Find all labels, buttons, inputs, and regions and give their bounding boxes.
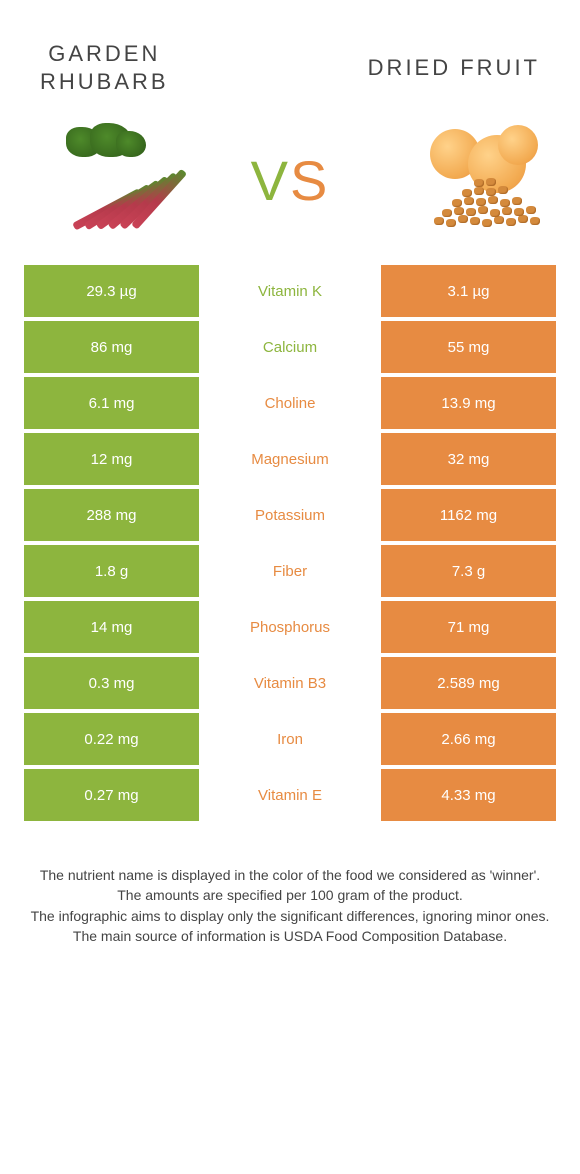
right-value-cell: 2.66 mg <box>381 713 556 765</box>
left-value-cell: 29.3 µg <box>24 265 199 317</box>
rhubarb-image <box>20 125 190 235</box>
nutrient-name-cell: Vitamin E <box>199 769 381 821</box>
nutrient-name-cell: Vitamin K <box>199 265 381 317</box>
left-value-cell: 12 mg <box>24 433 199 485</box>
footnote-line: The amounts are specified per 100 gram o… <box>30 885 550 905</box>
nutrient-name-cell: Fiber <box>199 545 381 597</box>
table-row: 29.3 µgVitamin K3.1 µg <box>24 265 556 317</box>
header: GARDENRHUBARB DRIED FRUIT <box>0 0 580 115</box>
table-row: 0.22 mgIron2.66 mg <box>24 713 556 765</box>
raisin-pile <box>430 177 550 227</box>
left-value-cell: 86 mg <box>24 321 199 373</box>
right-value-cell: 1162 mg <box>381 489 556 541</box>
table-row: 6.1 mgCholine13.9 mg <box>24 377 556 429</box>
right-value-cell: 13.9 mg <box>381 377 556 429</box>
table-row: 12 mgMagnesium32 mg <box>24 433 556 485</box>
footnotes: The nutrient name is displayed in the co… <box>0 825 580 946</box>
dried-fruit-image <box>390 125 560 235</box>
left-value-cell: 1.8 g <box>24 545 199 597</box>
left-value-cell: 14 mg <box>24 601 199 653</box>
left-value-cell: 0.3 mg <box>24 657 199 709</box>
left-value-cell: 288 mg <box>24 489 199 541</box>
nutrient-name-cell: Vitamin B3 <box>199 657 381 709</box>
table-row: 0.27 mgVitamin E4.33 mg <box>24 769 556 821</box>
table-row: 1.8 gFiber7.3 g <box>24 545 556 597</box>
right-value-cell: 7.3 g <box>381 545 556 597</box>
table-row: 86 mgCalcium55 mg <box>24 321 556 373</box>
nutrient-name-cell: Choline <box>199 377 381 429</box>
right-value-cell: 4.33 mg <box>381 769 556 821</box>
right-food-title: DRIED FRUIT <box>368 54 540 82</box>
left-value-cell: 0.22 mg <box>24 713 199 765</box>
vs-letter-v: V <box>251 149 290 212</box>
vs-label: VS <box>251 148 330 213</box>
footnote-line: The nutrient name is displayed in the co… <box>30 865 550 885</box>
right-value-cell: 3.1 µg <box>381 265 556 317</box>
images-row: VS <box>0 115 580 265</box>
nutrient-name-cell: Magnesium <box>199 433 381 485</box>
nutrient-name-cell: Phosphorus <box>199 601 381 653</box>
left-value-cell: 0.27 mg <box>24 769 199 821</box>
right-value-cell: 32 mg <box>381 433 556 485</box>
nutrient-table: 29.3 µgVitamin K3.1 µg86 mgCalcium55 mg6… <box>0 265 580 821</box>
nutrient-name-cell: Iron <box>199 713 381 765</box>
left-value-cell: 6.1 mg <box>24 377 199 429</box>
table-row: 14 mgPhosphorus71 mg <box>24 601 556 653</box>
nutrient-name-cell: Potassium <box>199 489 381 541</box>
table-row: 0.3 mgVitamin B32.589 mg <box>24 657 556 709</box>
table-row: 288 mgPotassium1162 mg <box>24 489 556 541</box>
nutrient-name-cell: Calcium <box>199 321 381 373</box>
right-value-cell: 2.589 mg <box>381 657 556 709</box>
vs-letter-s: S <box>290 149 329 212</box>
right-value-cell: 55 mg <box>381 321 556 373</box>
left-food-title: GARDENRHUBARB <box>40 40 169 95</box>
footnote-line: The main source of information is USDA F… <box>30 926 550 946</box>
right-value-cell: 71 mg <box>381 601 556 653</box>
footnote-line: The infographic aims to display only the… <box>30 906 550 926</box>
